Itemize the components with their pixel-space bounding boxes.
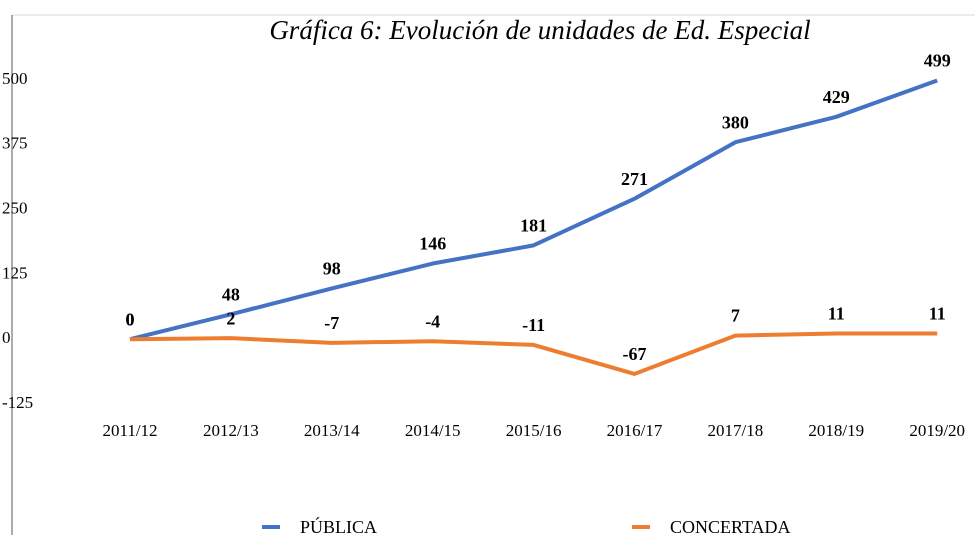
y-tick-label: 250 [2, 199, 28, 218]
x-tick-label: 2015/16 [506, 421, 562, 440]
y-tick-label: 500 [2, 69, 28, 88]
data-label: 0 [126, 309, 135, 329]
data-label: 146 [419, 234, 446, 254]
x-tick-label: 2016/17 [607, 421, 663, 440]
y-tick-label: 125 [2, 263, 28, 282]
series-line [129, 331, 938, 376]
data-label: -11 [522, 315, 545, 335]
data-label: 271 [621, 169, 648, 189]
legend-label: PÚBLICA [300, 516, 377, 535]
chart-title: Gráfica 6: Evolución de unidades de Ed. … [269, 15, 810, 45]
y-tick-label: -125 [2, 393, 33, 412]
data-label: 0 [126, 309, 135, 329]
x-tick-label: 2012/13 [203, 421, 259, 440]
data-label: -4 [425, 311, 440, 331]
x-tick-label: 2019/20 [909, 421, 965, 440]
x-tick-label: 2014/15 [405, 421, 461, 440]
data-label: 11 [929, 304, 946, 324]
x-tick-label: 2011/12 [102, 421, 157, 440]
data-label: 98 [323, 259, 341, 279]
x-tick-label: 2017/18 [708, 421, 764, 440]
data-label: 380 [722, 112, 749, 132]
y-tick-label: 0 [2, 328, 11, 347]
data-label: 2 [226, 308, 235, 328]
data-label: 48 [222, 284, 240, 304]
data-label: -7 [324, 313, 339, 333]
x-tick-label: 2013/14 [304, 421, 360, 440]
x-tick-label: 2018/19 [808, 421, 864, 440]
data-label: 181 [520, 215, 547, 235]
data-label: -67 [623, 344, 647, 364]
data-label: 11 [828, 304, 845, 324]
y-tick-label: 375 [2, 134, 28, 153]
data-label: 499 [924, 51, 951, 71]
data-label: 429 [823, 87, 850, 107]
series-line [129, 78, 938, 342]
data-label: 7 [731, 306, 740, 326]
legend-label: CONCERTADA [670, 517, 790, 535]
